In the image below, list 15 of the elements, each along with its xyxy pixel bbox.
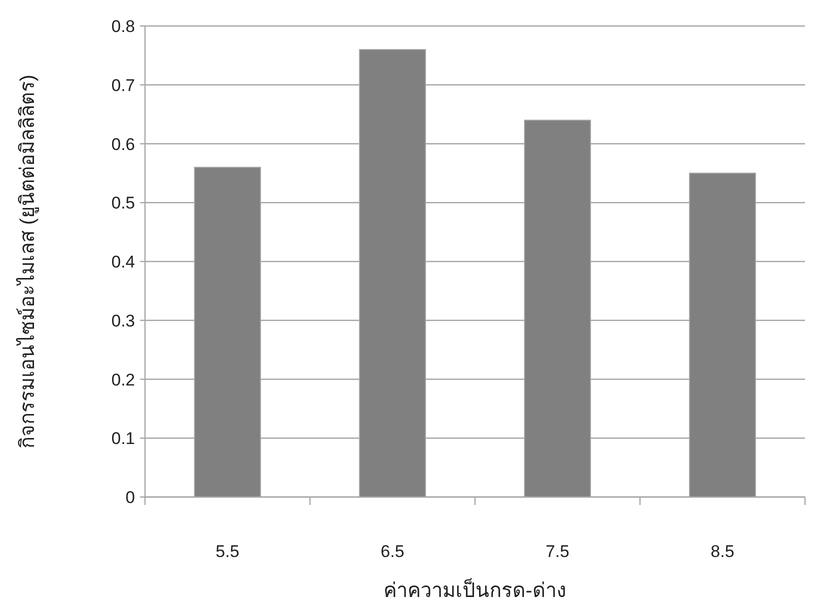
y-tick-label: 0.6 [111,134,135,154]
x-tick-label: 7.5 [546,542,570,561]
y-axis-title: กิจกรรมเอนไซม์อะไมเลส (ยูนิตต่อมิลลิลิตร) [16,74,40,448]
y-tick-label: 0.5 [111,194,135,213]
x-tick-label: 8.5 [710,542,734,561]
x-tick-label: 6.5 [380,542,404,561]
y-tick-label: 0.8 [111,17,135,36]
y-tick-label: 0.7 [111,76,135,95]
y-tick-label: 0.4 [111,252,135,272]
y-tick-label: 0.3 [111,311,135,330]
x-tick-label: 5.5 [216,542,240,561]
y-tick-label: 0 [126,488,135,507]
y-tick-label: 0.2 [111,370,135,390]
y-tick-label: 0.1 [111,429,135,448]
x-axis-title: ค่าความเป็นกรด-ด่าง [384,577,566,602]
